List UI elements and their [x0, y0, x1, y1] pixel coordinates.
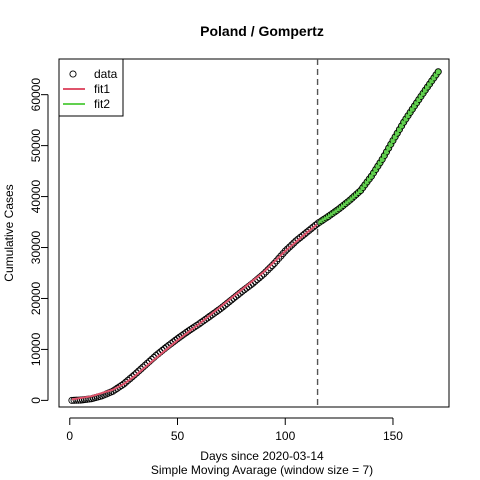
data-point	[283, 245, 291, 253]
data-point	[124, 376, 132, 384]
data-point	[296, 233, 304, 241]
y-tick-label: 40000	[29, 180, 43, 214]
data-point	[290, 239, 298, 247]
data-point	[294, 235, 302, 243]
data-point	[307, 225, 315, 233]
y-axis: 0 10000 20000 30000 40000 50000 60000	[29, 78, 49, 404]
data-point	[298, 232, 307, 240]
data-point	[275, 254, 283, 262]
fit1-line	[71, 223, 319, 401]
legend-label: fit1	[94, 82, 110, 96]
y-tick-label: 30000	[29, 231, 43, 265]
fit-lines	[71, 59, 440, 407]
data-point	[288, 241, 296, 249]
x-axis-label: Days since 2020-03-14	[200, 449, 324, 463]
y-tick-label: 0	[29, 397, 43, 404]
x-tick-label: 100	[275, 429, 295, 443]
chart-title: Poland / Gompertz	[200, 23, 324, 39]
x-tick-label: 50	[171, 429, 185, 443]
y-axis-label: Cumulative Cases	[2, 184, 16, 281]
data-point	[120, 380, 128, 388]
data-point	[286, 243, 294, 251]
legend-marker	[69, 70, 77, 78]
legend-box	[58, 58, 124, 117]
data-point	[309, 223, 317, 231]
fit2-line	[317, 71, 440, 224]
y-tick-label: 50000	[29, 129, 43, 163]
data-point	[305, 226, 313, 235]
x-axis: 0 50 100 150	[66, 417, 403, 443]
legend-label: fit2	[94, 97, 110, 111]
data-marks	[68, 68, 442, 404]
data-point	[292, 237, 300, 245]
x-tick-label: 150	[383, 429, 403, 443]
x-tick-label: 0	[66, 429, 73, 443]
data-point	[126, 375, 134, 383]
plot-frame	[58, 58, 450, 408]
y-tick-label: 20000	[29, 281, 43, 315]
legend-label: data	[94, 67, 118, 81]
data-point	[301, 230, 309, 238]
y-tick-label: 10000	[29, 332, 43, 366]
data-point	[277, 252, 285, 260]
x-axis-sublabel: Simple Moving Avarage (window size = 7)	[151, 463, 373, 477]
data-point	[279, 249, 287, 258]
data-point	[303, 228, 311, 236]
data-point	[122, 378, 130, 386]
data-point	[281, 247, 289, 255]
y-tick-label: 60000	[29, 78, 43, 112]
data-point	[273, 257, 281, 265]
